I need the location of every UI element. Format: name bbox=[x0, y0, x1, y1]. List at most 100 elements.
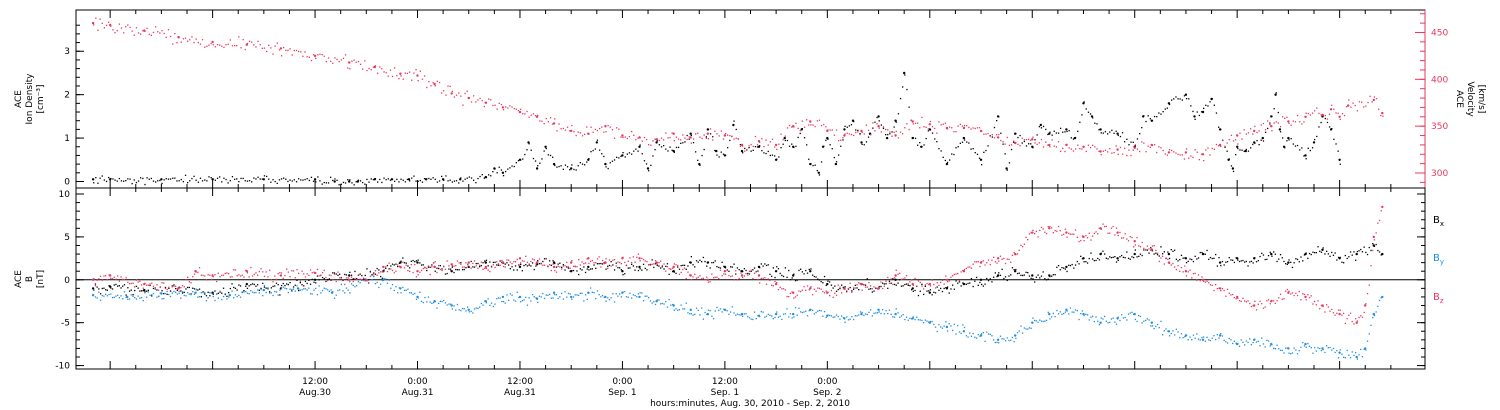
data-point bbox=[219, 176, 221, 178]
data-point bbox=[1175, 268, 1177, 271]
data-point bbox=[605, 300, 607, 302]
data-point bbox=[1148, 248, 1150, 250]
data-point bbox=[361, 279, 363, 281]
data-point bbox=[752, 278, 754, 280]
data-point bbox=[592, 131, 594, 133]
data-point bbox=[627, 260, 629, 262]
data-point bbox=[438, 265, 440, 267]
data-point bbox=[569, 267, 571, 269]
data-point bbox=[1278, 348, 1280, 350]
data-point bbox=[99, 18, 101, 20]
data-point bbox=[312, 54, 315, 56]
data-point bbox=[182, 38, 184, 40]
data-point bbox=[1059, 311, 1061, 313]
data-point bbox=[1276, 260, 1278, 263]
data-point bbox=[284, 287, 286, 289]
data-point bbox=[397, 264, 399, 266]
data-point bbox=[1013, 141, 1015, 143]
data-point bbox=[1182, 271, 1184, 273]
data-point bbox=[885, 280, 887, 282]
data-point bbox=[426, 301, 428, 303]
data-point bbox=[419, 262, 421, 264]
data-point bbox=[229, 39, 231, 41]
data-point bbox=[1326, 250, 1328, 252]
data-point bbox=[485, 176, 488, 179]
data-point bbox=[1360, 348, 1362, 351]
data-point bbox=[396, 178, 398, 181]
data-point bbox=[1262, 254, 1265, 256]
data-point bbox=[197, 289, 199, 291]
data-point bbox=[1097, 320, 1099, 322]
data-point bbox=[308, 179, 310, 182]
data-point bbox=[272, 281, 274, 283]
data-point bbox=[1333, 108, 1335, 110]
data-point bbox=[473, 95, 475, 97]
data-point bbox=[1228, 337, 1230, 340]
data-point bbox=[882, 126, 885, 128]
data-point bbox=[253, 283, 255, 286]
data-point bbox=[1314, 110, 1316, 112]
data-point bbox=[430, 178, 432, 180]
data-point bbox=[904, 283, 906, 286]
data-point bbox=[263, 47, 266, 49]
data-point bbox=[161, 290, 163, 292]
data-point bbox=[1243, 150, 1245, 152]
data-point bbox=[656, 140, 658, 142]
data-point bbox=[1194, 255, 1196, 257]
data-point bbox=[689, 136, 692, 139]
data-point bbox=[817, 171, 820, 174]
data-point bbox=[1010, 339, 1012, 341]
data-point bbox=[528, 263, 530, 265]
data-point bbox=[410, 264, 412, 266]
data-point bbox=[989, 135, 991, 137]
data-point bbox=[1069, 233, 1072, 235]
data-point bbox=[702, 277, 704, 279]
data-point bbox=[1059, 269, 1061, 271]
data-point bbox=[464, 92, 466, 95]
data-point bbox=[323, 55, 325, 57]
data-point bbox=[1302, 260, 1304, 262]
data-point bbox=[504, 302, 506, 304]
data-point bbox=[1134, 144, 1136, 147]
data-point bbox=[1211, 98, 1213, 100]
data-point bbox=[888, 282, 891, 284]
data-point bbox=[356, 278, 358, 280]
data-point bbox=[1185, 334, 1188, 336]
data-point bbox=[295, 181, 298, 183]
data-point bbox=[651, 263, 653, 265]
data-point bbox=[668, 298, 670, 301]
data-point bbox=[292, 288, 295, 290]
data-point bbox=[590, 260, 592, 263]
data-point bbox=[535, 297, 537, 299]
data-point bbox=[1218, 287, 1220, 289]
data-point bbox=[1109, 148, 1111, 150]
data-point bbox=[497, 264, 500, 266]
data-point bbox=[806, 119, 808, 121]
data-point bbox=[626, 153, 628, 155]
data-point bbox=[847, 287, 850, 290]
data-point bbox=[404, 72, 406, 74]
data-point bbox=[506, 294, 508, 296]
data-point bbox=[167, 178, 170, 180]
data-point bbox=[156, 296, 158, 298]
data-point bbox=[1348, 354, 1350, 356]
data-point bbox=[327, 280, 329, 282]
data-point bbox=[1356, 110, 1358, 112]
data-point bbox=[687, 271, 689, 273]
data-point bbox=[569, 169, 571, 171]
data-point bbox=[827, 138, 829, 140]
data-point bbox=[1296, 294, 1299, 297]
data-point bbox=[723, 273, 725, 275]
data-point bbox=[1266, 339, 1268, 341]
data-point bbox=[171, 285, 173, 287]
data-point bbox=[131, 183, 133, 185]
data-point bbox=[1071, 311, 1073, 313]
data-point bbox=[1199, 280, 1201, 282]
data-point bbox=[543, 297, 546, 300]
data-point bbox=[1139, 315, 1142, 318]
data-point bbox=[958, 280, 961, 282]
data-point bbox=[228, 296, 230, 298]
data-point bbox=[441, 92, 443, 94]
data-point bbox=[315, 181, 317, 183]
data-point bbox=[1162, 253, 1164, 255]
